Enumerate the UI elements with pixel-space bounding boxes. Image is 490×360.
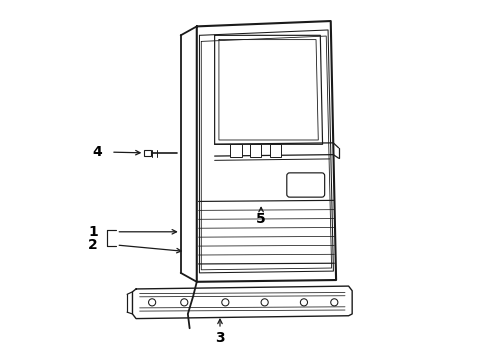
Circle shape [300, 299, 308, 306]
Bar [250, 144, 262, 157]
Text: 4: 4 [92, 145, 101, 159]
Circle shape [261, 299, 268, 306]
Circle shape [222, 299, 229, 306]
Text: 1: 1 [88, 225, 98, 239]
Text: 5: 5 [256, 212, 266, 226]
FancyBboxPatch shape [287, 173, 325, 197]
Bar [144, 150, 151, 156]
Text: 3: 3 [215, 331, 225, 345]
Text: 2: 2 [88, 238, 98, 252]
Bar [230, 144, 242, 157]
Bar [270, 144, 281, 157]
Circle shape [331, 299, 338, 306]
Circle shape [181, 299, 188, 306]
Circle shape [148, 299, 156, 306]
